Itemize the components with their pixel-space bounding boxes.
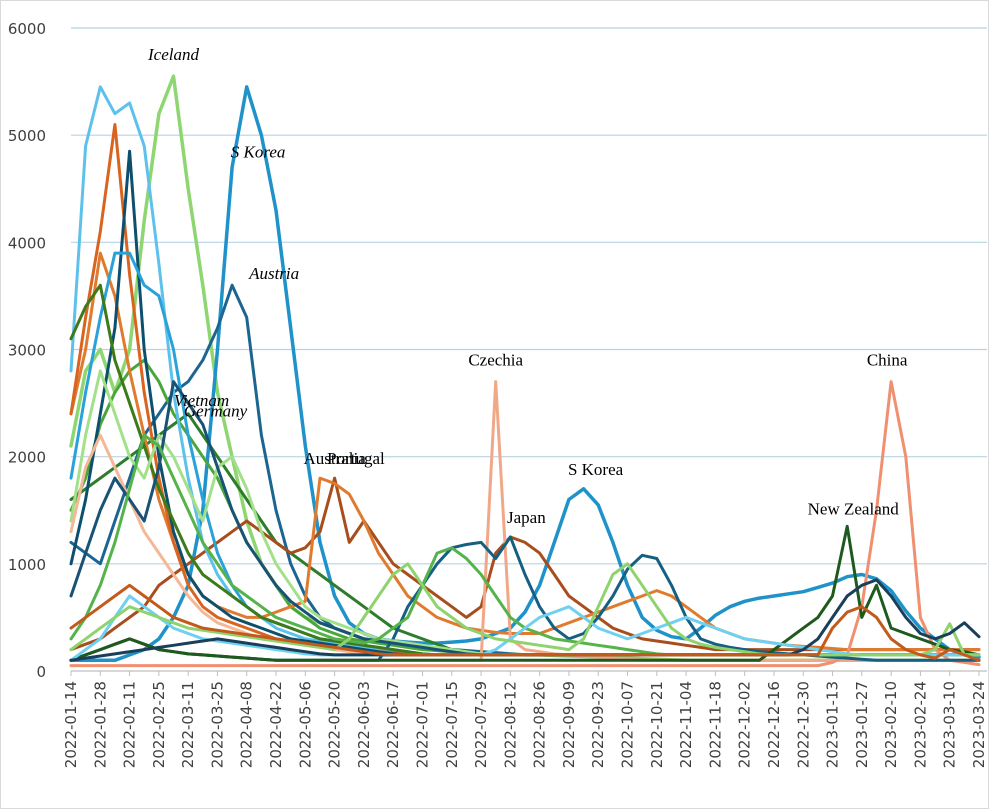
y-tick-label: 6000 <box>8 20 46 38</box>
annotation-label: Czechia <box>468 351 523 370</box>
series-line <box>69 380 981 668</box>
y-tick-label: 5000 <box>8 127 46 145</box>
x-tick-label: 2022-11-18 <box>706 681 724 768</box>
annotation-label: S Korea <box>568 460 624 479</box>
x-tick-label: 2022-05-20 <box>326 681 344 768</box>
x-tick-label: 2022-09-23 <box>589 681 607 768</box>
x-tick-label: 2023-02-10 <box>882 681 900 768</box>
x-tick-label: 2022-08-12 <box>501 681 519 768</box>
x-tick-label: 2022-12-30 <box>794 681 812 768</box>
y-tick-label: 4000 <box>8 234 46 252</box>
x-tick-label: 2022-01-14 <box>62 681 80 768</box>
x-tick-label: 2022-10-07 <box>619 681 637 768</box>
x-axis: 2022-01-14 2022-01-28 2022-02-11 2022-02-25… <box>62 671 988 768</box>
series-line <box>69 594 981 662</box>
x-tick-label: 2022-03-11 <box>179 681 197 768</box>
x-tick-label: 2022-10-21 <box>648 681 666 768</box>
series-line <box>69 524 981 662</box>
x-tick-label: 2022-08-26 <box>531 681 549 768</box>
annotation-label: Austria <box>248 264 299 283</box>
x-tick-label: 2023-03-24 <box>970 681 988 768</box>
y-tick-label: 1000 <box>8 556 46 574</box>
x-tick-label: 2022-06-17 <box>384 681 402 768</box>
annotation-label: Vietnam <box>174 391 229 410</box>
x-tick-label: 2022-06-03 <box>355 681 373 768</box>
y-axis-ticks: 0 1000 2000 3000 4000 5000 6000 <box>8 20 46 681</box>
x-tick-label: 2022-05-06 <box>296 681 314 768</box>
x-tick-label: 2023-03-10 <box>941 681 959 768</box>
annotation-label: Iceland <box>147 45 199 64</box>
y-tick-label: 2000 <box>8 449 46 467</box>
x-tick-label: 2022-02-11 <box>121 681 139 768</box>
annotation-label: Portugal <box>327 449 385 468</box>
annotation-label: China <box>867 351 908 370</box>
x-tick-label: 2023-01-13 <box>824 681 842 768</box>
y-tick-label: 3000 <box>8 342 46 360</box>
series-lines <box>69 74 981 668</box>
x-tick-label: 2022-09-09 <box>560 681 578 768</box>
series-line <box>69 562 981 657</box>
x-tick-label: 2022-07-15 <box>443 681 461 768</box>
annotation-label: Japan <box>507 508 546 527</box>
x-tick-label: 2022-12-02 <box>736 681 754 768</box>
x-tick-label: 2022-03-25 <box>208 681 226 768</box>
series-line <box>69 85 981 657</box>
annotation-label: Germany <box>184 402 248 421</box>
x-tick-label: 2022-02-25 <box>150 681 168 768</box>
x-tick-label: 2022-01-28 <box>91 681 109 768</box>
y-tick-label: 0 <box>36 663 46 681</box>
x-tick-label: 2022-11-04 <box>677 681 695 768</box>
annotation-label: New Zealand <box>808 499 900 518</box>
series-line <box>69 583 981 662</box>
x-tick-label: 2022-04-22 <box>267 681 285 768</box>
series-line <box>69 85 981 663</box>
x-tick-label: 2022-12-16 <box>765 681 783 768</box>
annotation-label: S Korea <box>231 142 286 161</box>
x-tick-label: 2022-07-01 <box>413 681 431 768</box>
x-tick-label: 2022-07-29 <box>472 681 490 768</box>
x-tick-label: 2023-02-24 <box>911 681 929 768</box>
x-tick-label: 2023-01-27 <box>853 681 871 768</box>
x-tick-label: 2022-04-08 <box>238 681 256 768</box>
annotation-label: Australia <box>303 449 366 468</box>
